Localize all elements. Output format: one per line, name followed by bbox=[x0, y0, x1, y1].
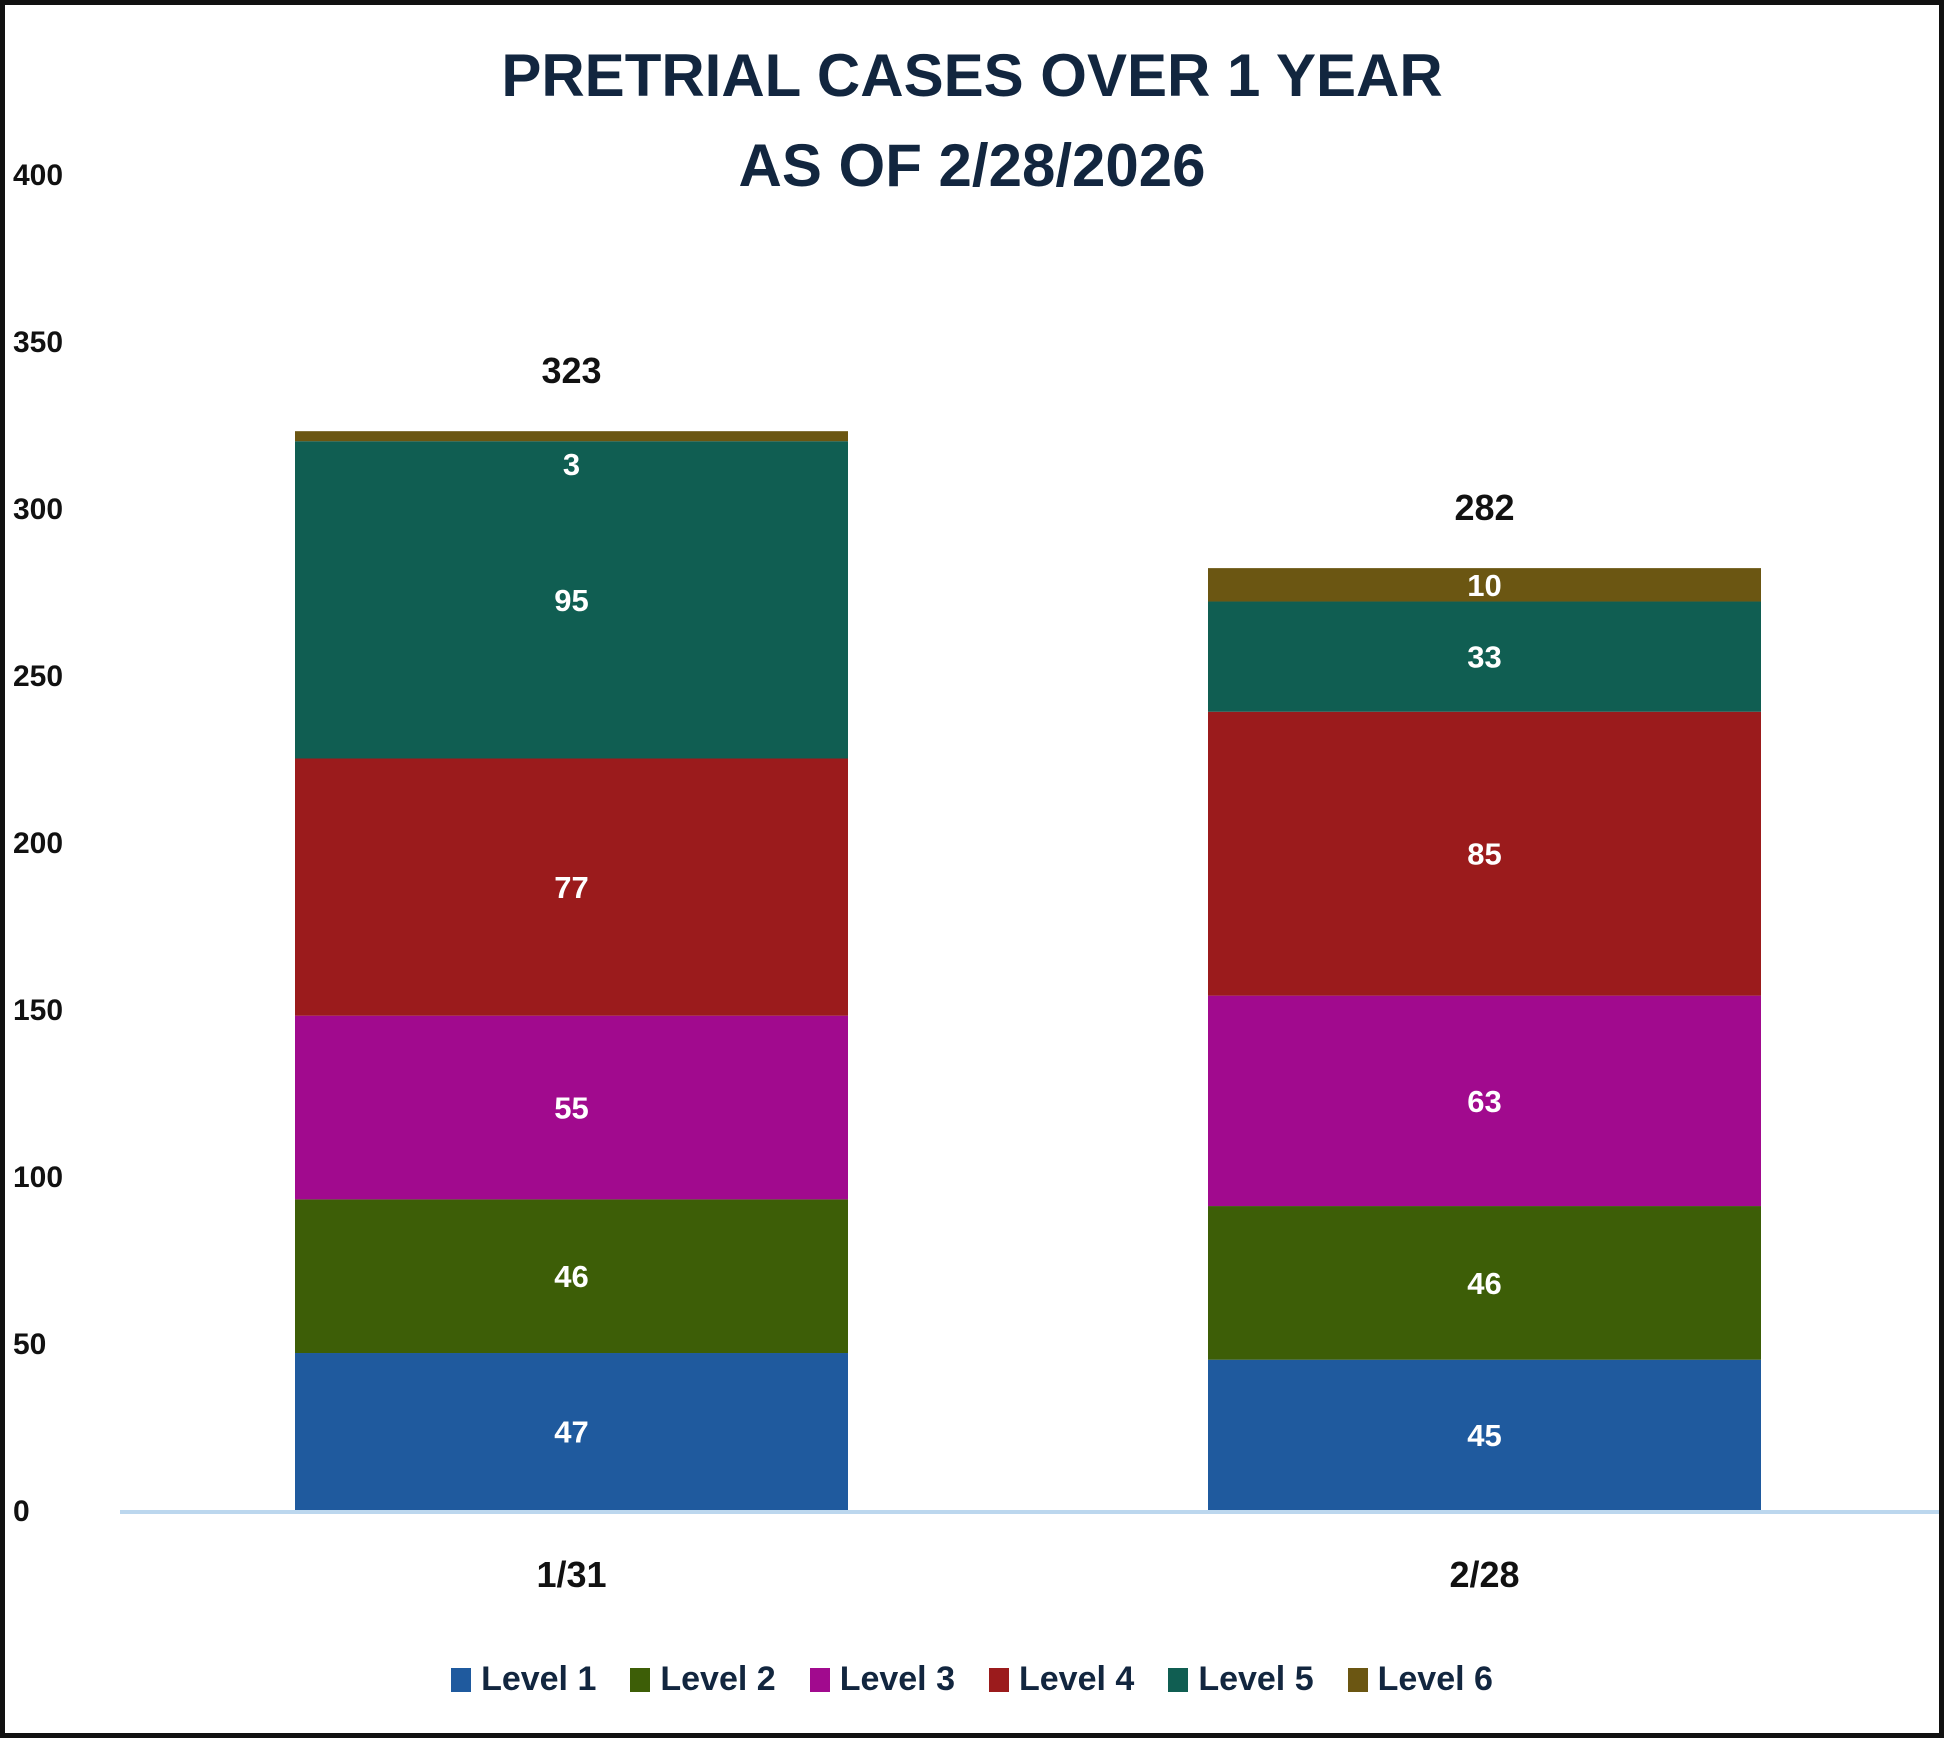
y-tick-label: 300 bbox=[13, 493, 63, 526]
bar-segment-level-4 bbox=[1208, 711, 1761, 996]
y-tick-label: 100 bbox=[13, 1161, 63, 1194]
legend-item-level-5: Level 5 bbox=[1168, 1660, 1314, 1699]
data-label: 10 bbox=[1467, 568, 1501, 603]
data-label: 55 bbox=[554, 1091, 588, 1126]
y-tick-label: 350 bbox=[13, 326, 63, 359]
bar-segment-level-4 bbox=[295, 758, 848, 1016]
x-tick-label: 2/28 bbox=[1449, 1554, 1519, 1595]
data-label: 46 bbox=[554, 1259, 588, 1294]
data-label: 47 bbox=[554, 1415, 588, 1450]
legend-label: Level 4 bbox=[1019, 1660, 1135, 1698]
data-label: 3 bbox=[563, 447, 580, 482]
legend-swatch bbox=[989, 1667, 1009, 1692]
data-label: 63 bbox=[1467, 1084, 1501, 1119]
bar-segment-level-1 bbox=[295, 1353, 848, 1510]
legend-item-level-3: Level 3 bbox=[809, 1660, 955, 1699]
data-label: 45 bbox=[1467, 1418, 1501, 1453]
legend-label: Level 3 bbox=[839, 1660, 955, 1698]
bar-segment-level-2 bbox=[1208, 1206, 1761, 1360]
chart-title-line-1: PRETRIAL CASES OVER 1 YEAR bbox=[501, 42, 1443, 109]
legend-swatch bbox=[1168, 1667, 1189, 1692]
legend-item-level-4: Level 4 bbox=[989, 1660, 1134, 1699]
bar-segment-level-3 bbox=[1208, 995, 1761, 1207]
y-tick-label: 0 bbox=[13, 1495, 30, 1528]
bar-segment-level-6 bbox=[295, 431, 848, 442]
legend-swatch bbox=[630, 1667, 651, 1692]
legend-swatch bbox=[451, 1667, 472, 1692]
total-label: 282 bbox=[1454, 487, 1514, 528]
bar-segment-level-2 bbox=[295, 1199, 848, 1354]
bar-segment-level-3 bbox=[295, 1015, 848, 1200]
data-label: 85 bbox=[1467, 837, 1501, 872]
data-label: 77 bbox=[554, 870, 588, 905]
bar-segment-level-6 bbox=[1208, 568, 1761, 602]
y-tick-label: 50 bbox=[13, 1328, 46, 1361]
y-tick-label: 250 bbox=[13, 660, 63, 693]
legend: Level 1 Level 2 Level 3 Level 4 Level 5 Level… bbox=[5, 1660, 1939, 1699]
chart-title-line-2: AS OF 2/28/2026 bbox=[738, 132, 1206, 199]
legend-label: Level 6 bbox=[1377, 1660, 1493, 1698]
legend-item-level-6: Level 6 bbox=[1347, 1660, 1493, 1699]
data-label: 46 bbox=[1467, 1266, 1501, 1301]
y-tick-label: 150 bbox=[13, 994, 63, 1027]
legend-item-level-2: Level 2 bbox=[630, 1660, 776, 1699]
x-tick-label: 1/31 bbox=[536, 1554, 606, 1595]
chart-title: PRETRIAL CASES OVER 1 YEAR AS OF 2/28/20… bbox=[5, 31, 1939, 211]
plot-area: 0 50 100 150 200 250 300 350 400 47 46 55 77 95 3 323 1/… bbox=[13, 159, 1939, 1595]
y-tick-label: 200 bbox=[13, 827, 63, 860]
data-label: 95 bbox=[554, 583, 588, 618]
data-label: 33 bbox=[1467, 640, 1501, 675]
legend-swatch bbox=[1347, 1667, 1368, 1692]
legend-swatch bbox=[809, 1667, 830, 1692]
y-tick-label: 400 bbox=[13, 159, 63, 192]
legend-label: Level 5 bbox=[1198, 1660, 1314, 1698]
bar-segment-level-1 bbox=[1208, 1359, 1761, 1510]
bar-segment-level-5 bbox=[1208, 601, 1761, 712]
bar-segment-level-5 bbox=[295, 441, 848, 759]
total-label: 323 bbox=[541, 350, 601, 391]
legend-item-level-1: Level 1 bbox=[451, 1660, 596, 1699]
legend-label: Level 1 bbox=[481, 1660, 597, 1698]
legend-label: Level 2 bbox=[660, 1660, 776, 1698]
